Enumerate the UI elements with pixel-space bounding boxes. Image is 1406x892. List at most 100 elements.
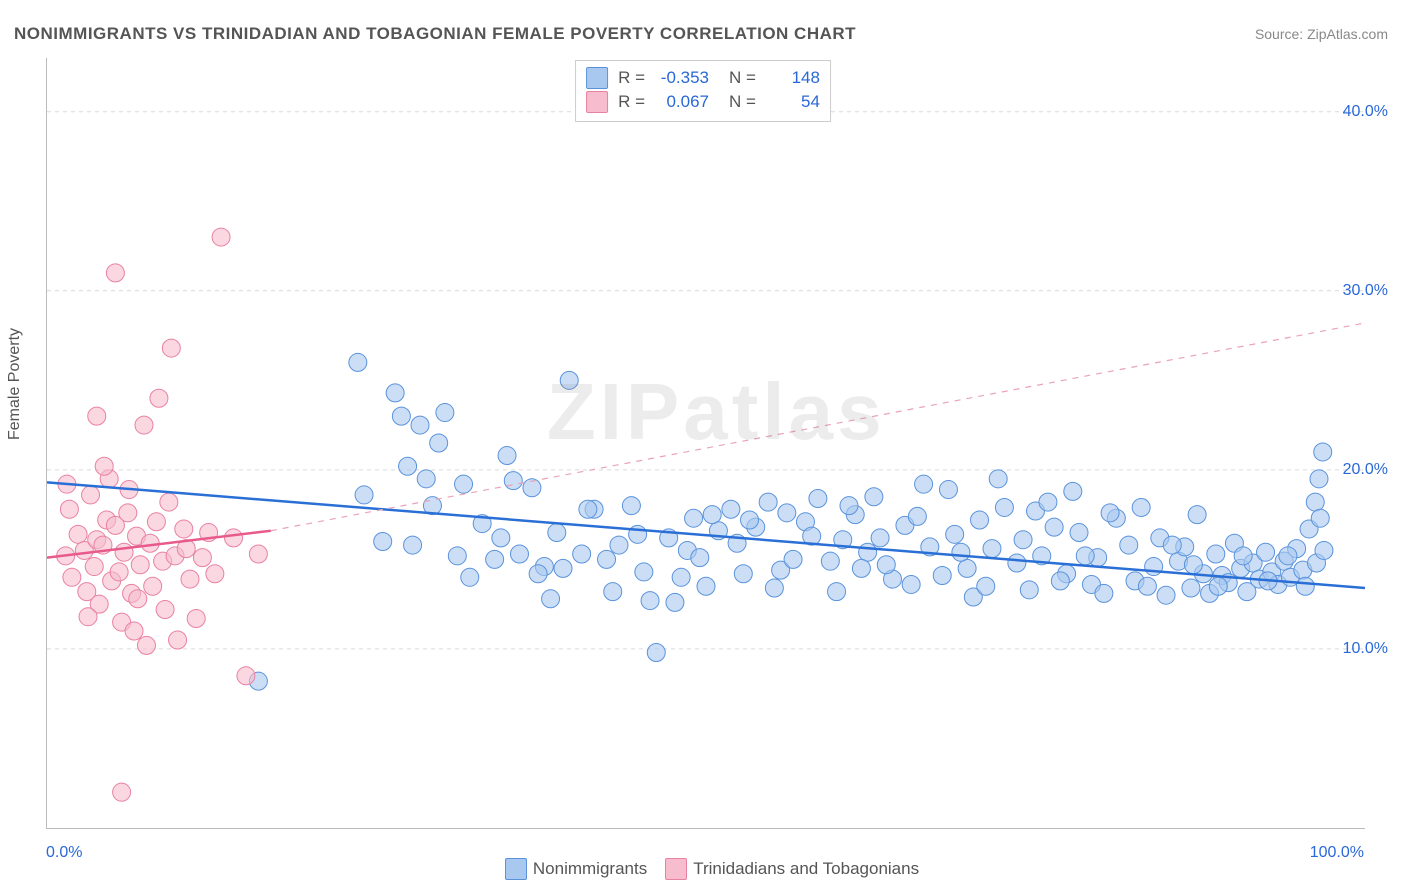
data-point-trinidadians <box>135 416 153 434</box>
data-point-nonimmigrants <box>672 568 690 586</box>
chart-container: NONIMMIGRANTS VS TRINIDADIAN AND TOBAGON… <box>0 0 1406 892</box>
data-point-nonimmigrants <box>349 353 367 371</box>
data-point-nonimmigrants <box>610 536 628 554</box>
data-point-nonimmigrants <box>821 552 839 570</box>
data-point-trinidadians <box>150 389 168 407</box>
stats-legend: R = -0.353 N = 148 R = 0.067 N = 54 <box>575 60 831 122</box>
legend-swatch <box>665 858 687 880</box>
data-point-nonimmigrants <box>498 447 516 465</box>
data-point-nonimmigrants <box>902 575 920 593</box>
data-point-nonimmigrants <box>1163 536 1181 554</box>
stat-r-label: R = <box>618 92 645 112</box>
data-point-nonimmigrants <box>1314 443 1332 461</box>
data-point-nonimmigrants <box>933 567 951 585</box>
data-point-nonimmigrants <box>915 475 933 493</box>
data-point-nonimmigrants <box>436 404 454 422</box>
data-point-nonimmigrants <box>778 504 796 522</box>
data-point-nonimmigrants <box>1051 572 1069 590</box>
data-point-trinidadians <box>225 529 243 547</box>
data-point-nonimmigrants <box>977 577 995 595</box>
data-point-nonimmigrants <box>865 488 883 506</box>
data-point-nonimmigrants <box>784 550 802 568</box>
data-point-nonimmigrants <box>1138 577 1156 595</box>
plot-area <box>46 58 1365 829</box>
data-point-trinidadians <box>125 622 143 640</box>
data-point-nonimmigrants <box>877 556 895 574</box>
data-point-nonimmigrants <box>734 565 752 583</box>
data-point-nonimmigrants <box>448 547 466 565</box>
data-point-trinidadians <box>129 590 147 608</box>
data-point-trinidadians <box>156 601 174 619</box>
data-point-nonimmigrants <box>703 506 721 524</box>
data-point-nonimmigrants <box>1311 509 1329 527</box>
data-point-trinidadians <box>82 486 100 504</box>
data-point-trinidadians <box>206 565 224 583</box>
stat-n-value: 148 <box>766 68 820 88</box>
stat-n-value: 54 <box>766 92 820 112</box>
data-point-nonimmigrants <box>486 550 504 568</box>
data-point-trinidadians <box>137 636 155 654</box>
data-point-nonimmigrants <box>1315 541 1333 559</box>
data-point-nonimmigrants <box>1039 493 1057 511</box>
stats-legend-row: R = 0.067 N = 54 <box>586 91 820 113</box>
data-point-trinidadians <box>85 558 103 576</box>
data-point-nonimmigrants <box>399 457 417 475</box>
legend-swatch <box>586 91 608 113</box>
data-point-trinidadians <box>181 570 199 588</box>
data-point-nonimmigrants <box>374 532 392 550</box>
data-point-nonimmigrants <box>554 559 572 577</box>
legend-swatch <box>586 67 608 89</box>
data-point-nonimmigrants <box>1209 577 1227 595</box>
data-point-trinidadians <box>115 543 133 561</box>
legend-label: Trinidadians and Tobagonians <box>693 859 919 878</box>
data-point-nonimmigrants <box>939 481 957 499</box>
data-point-nonimmigrants <box>641 592 659 610</box>
data-point-trinidadians <box>119 504 137 522</box>
y-tick-label: 10.0% <box>1343 640 1388 658</box>
data-point-nonimmigrants <box>1014 531 1032 549</box>
data-point-trinidadians <box>212 228 230 246</box>
y-axis-label: Female Poverty <box>6 328 24 440</box>
data-point-nonimmigrants <box>647 644 665 662</box>
y-tick-label: 20.0% <box>1343 461 1388 479</box>
data-point-nonimmigrants <box>598 550 616 568</box>
data-point-trinidadians <box>187 609 205 627</box>
data-point-trinidadians <box>131 556 149 574</box>
data-point-nonimmigrants <box>455 475 473 493</box>
data-point-nonimmigrants <box>355 486 373 504</box>
data-point-nonimmigrants <box>1095 584 1113 602</box>
data-point-nonimmigrants <box>1157 586 1175 604</box>
data-point-nonimmigrants <box>759 493 777 511</box>
data-point-nonimmigrants <box>504 472 522 490</box>
data-point-nonimmigrants <box>952 543 970 561</box>
data-point-trinidadians <box>95 457 113 475</box>
data-point-nonimmigrants <box>529 565 547 583</box>
data-point-nonimmigrants <box>1064 482 1082 500</box>
data-point-nonimmigrants <box>392 407 410 425</box>
data-point-nonimmigrants <box>809 490 827 508</box>
data-point-trinidadians <box>79 608 97 626</box>
data-point-nonimmigrants <box>1008 554 1026 572</box>
data-point-nonimmigrants <box>1207 545 1225 563</box>
data-point-nonimmigrants <box>971 511 989 529</box>
data-point-nonimmigrants <box>741 511 759 529</box>
data-point-nonimmigrants <box>1076 547 1094 565</box>
data-point-nonimmigrants <box>1296 577 1314 595</box>
bottom-legend: Nonimmigrants Trinidadians and Tobagonian… <box>0 858 1406 880</box>
data-point-nonimmigrants <box>691 549 709 567</box>
data-point-nonimmigrants <box>1070 524 1088 542</box>
legend-label: Nonimmigrants <box>533 859 647 878</box>
data-point-nonimmigrants <box>697 577 715 595</box>
data-point-nonimmigrants <box>1234 547 1252 565</box>
data-point-nonimmigrants <box>1184 556 1202 574</box>
data-point-nonimmigrants <box>722 500 740 518</box>
data-point-nonimmigrants <box>1101 504 1119 522</box>
data-point-trinidadians <box>193 549 211 567</box>
data-point-nonimmigrants <box>461 568 479 586</box>
data-point-nonimmigrants <box>548 524 566 542</box>
data-point-nonimmigrants <box>1310 470 1328 488</box>
data-point-nonimmigrants <box>989 470 1007 488</box>
data-point-nonimmigrants <box>828 583 846 601</box>
data-point-nonimmigrants <box>635 563 653 581</box>
stat-n-label: N = <box>729 68 756 88</box>
